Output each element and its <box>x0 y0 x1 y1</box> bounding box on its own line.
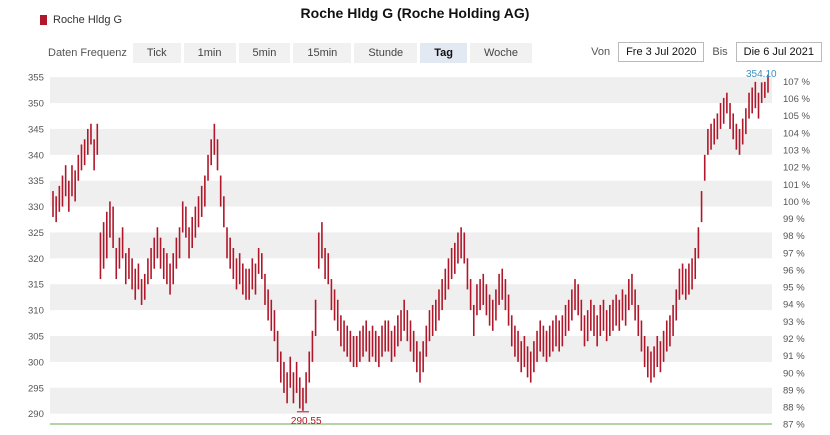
y-tick-right: 107 % <box>783 77 810 88</box>
y-tick-right: 88 % <box>783 403 805 414</box>
y-tick-right: 104 % <box>783 128 810 139</box>
y-tick-right: 90 % <box>783 368 805 379</box>
y-tick-right: 95 % <box>783 283 805 294</box>
y-tick-right: 94 % <box>783 300 805 311</box>
tab-15min[interactable]: 15min <box>293 43 352 63</box>
y-tick-right: 98 % <box>783 231 805 242</box>
date-range: Von Fre 3 Jul 2020 Bis Die 6 Jul 2021 <box>583 42 822 62</box>
tab-stunde[interactable]: Stunde <box>354 43 418 63</box>
tab-woche[interactable]: Woche <box>469 43 532 63</box>
y-tick-left: 330 <box>28 202 44 213</box>
y-tick-left: 345 <box>28 124 44 135</box>
from-date-input[interactable]: Fre 3 Jul 2020 <box>618 42 705 62</box>
legend: Roche Hldg G <box>40 14 122 26</box>
y-tick-left: 310 <box>28 306 44 317</box>
frequency-label: Daten Frequenz <box>48 47 127 59</box>
y-tick-right: 101 % <box>783 180 810 191</box>
y-tick-left: 325 <box>28 228 44 239</box>
y-tick-left: 305 <box>28 332 44 343</box>
y-tick-left: 340 <box>28 150 44 161</box>
tab-tag[interactable]: Tag <box>420 43 467 63</box>
y-tick-left: 355 <box>28 73 44 84</box>
y-tick-right: 93 % <box>783 317 805 328</box>
y-tick-left: 300 <box>28 357 44 368</box>
y-tick-left: 320 <box>28 254 44 265</box>
low-price-label: 290.55 <box>291 416 322 427</box>
y-tick-left: 295 <box>28 383 44 394</box>
y-tick-left: 315 <box>28 280 44 291</box>
y-tick-left: 350 <box>28 99 44 110</box>
y-tick-left: 335 <box>28 176 44 187</box>
y-tick-right: 92 % <box>783 334 805 345</box>
y-tick-right: 99 % <box>783 214 805 225</box>
y-tick-right: 97 % <box>783 248 805 259</box>
legend-label: Roche Hldg G <box>53 14 123 26</box>
tab-5min[interactable]: 5min <box>238 43 291 63</box>
y-tick-right: 89 % <box>783 385 805 396</box>
grid-band <box>50 284 772 311</box>
to-date-input[interactable]: Die 6 Jul 2021 <box>735 42 822 62</box>
tab-tick[interactable]: Tick <box>132 43 181 63</box>
y-tick-right: 100 % <box>783 197 810 208</box>
from-label: Von <box>591 46 611 58</box>
high-price-label: 354.10 <box>746 69 777 80</box>
grid-band <box>50 128 772 155</box>
y-tick-right: 91 % <box>783 351 805 362</box>
y-tick-right: 103 % <box>783 146 810 157</box>
grid-band <box>50 77 772 104</box>
frequency-toolbar: Daten Frequenz Tick 1min 5min 15min Stun… <box>48 43 535 63</box>
y-tick-right: 96 % <box>783 265 805 276</box>
y-tick-left: 290 <box>28 409 44 420</box>
grid-band <box>50 180 772 207</box>
y-tick-right: 105 % <box>783 111 810 122</box>
legend-swatch <box>40 15 47 25</box>
grid-band <box>50 232 772 259</box>
to-label: Bis <box>712 46 728 58</box>
y-tick-right: 87 % <box>783 420 805 431</box>
y-tick-right: 106 % <box>783 94 810 105</box>
y-tick-right: 102 % <box>783 163 810 174</box>
tab-1min[interactable]: 1min <box>183 43 236 63</box>
grid-band <box>50 387 772 414</box>
chart-title: Roche Hldg G (Roche Holding AG) <box>300 5 530 21</box>
